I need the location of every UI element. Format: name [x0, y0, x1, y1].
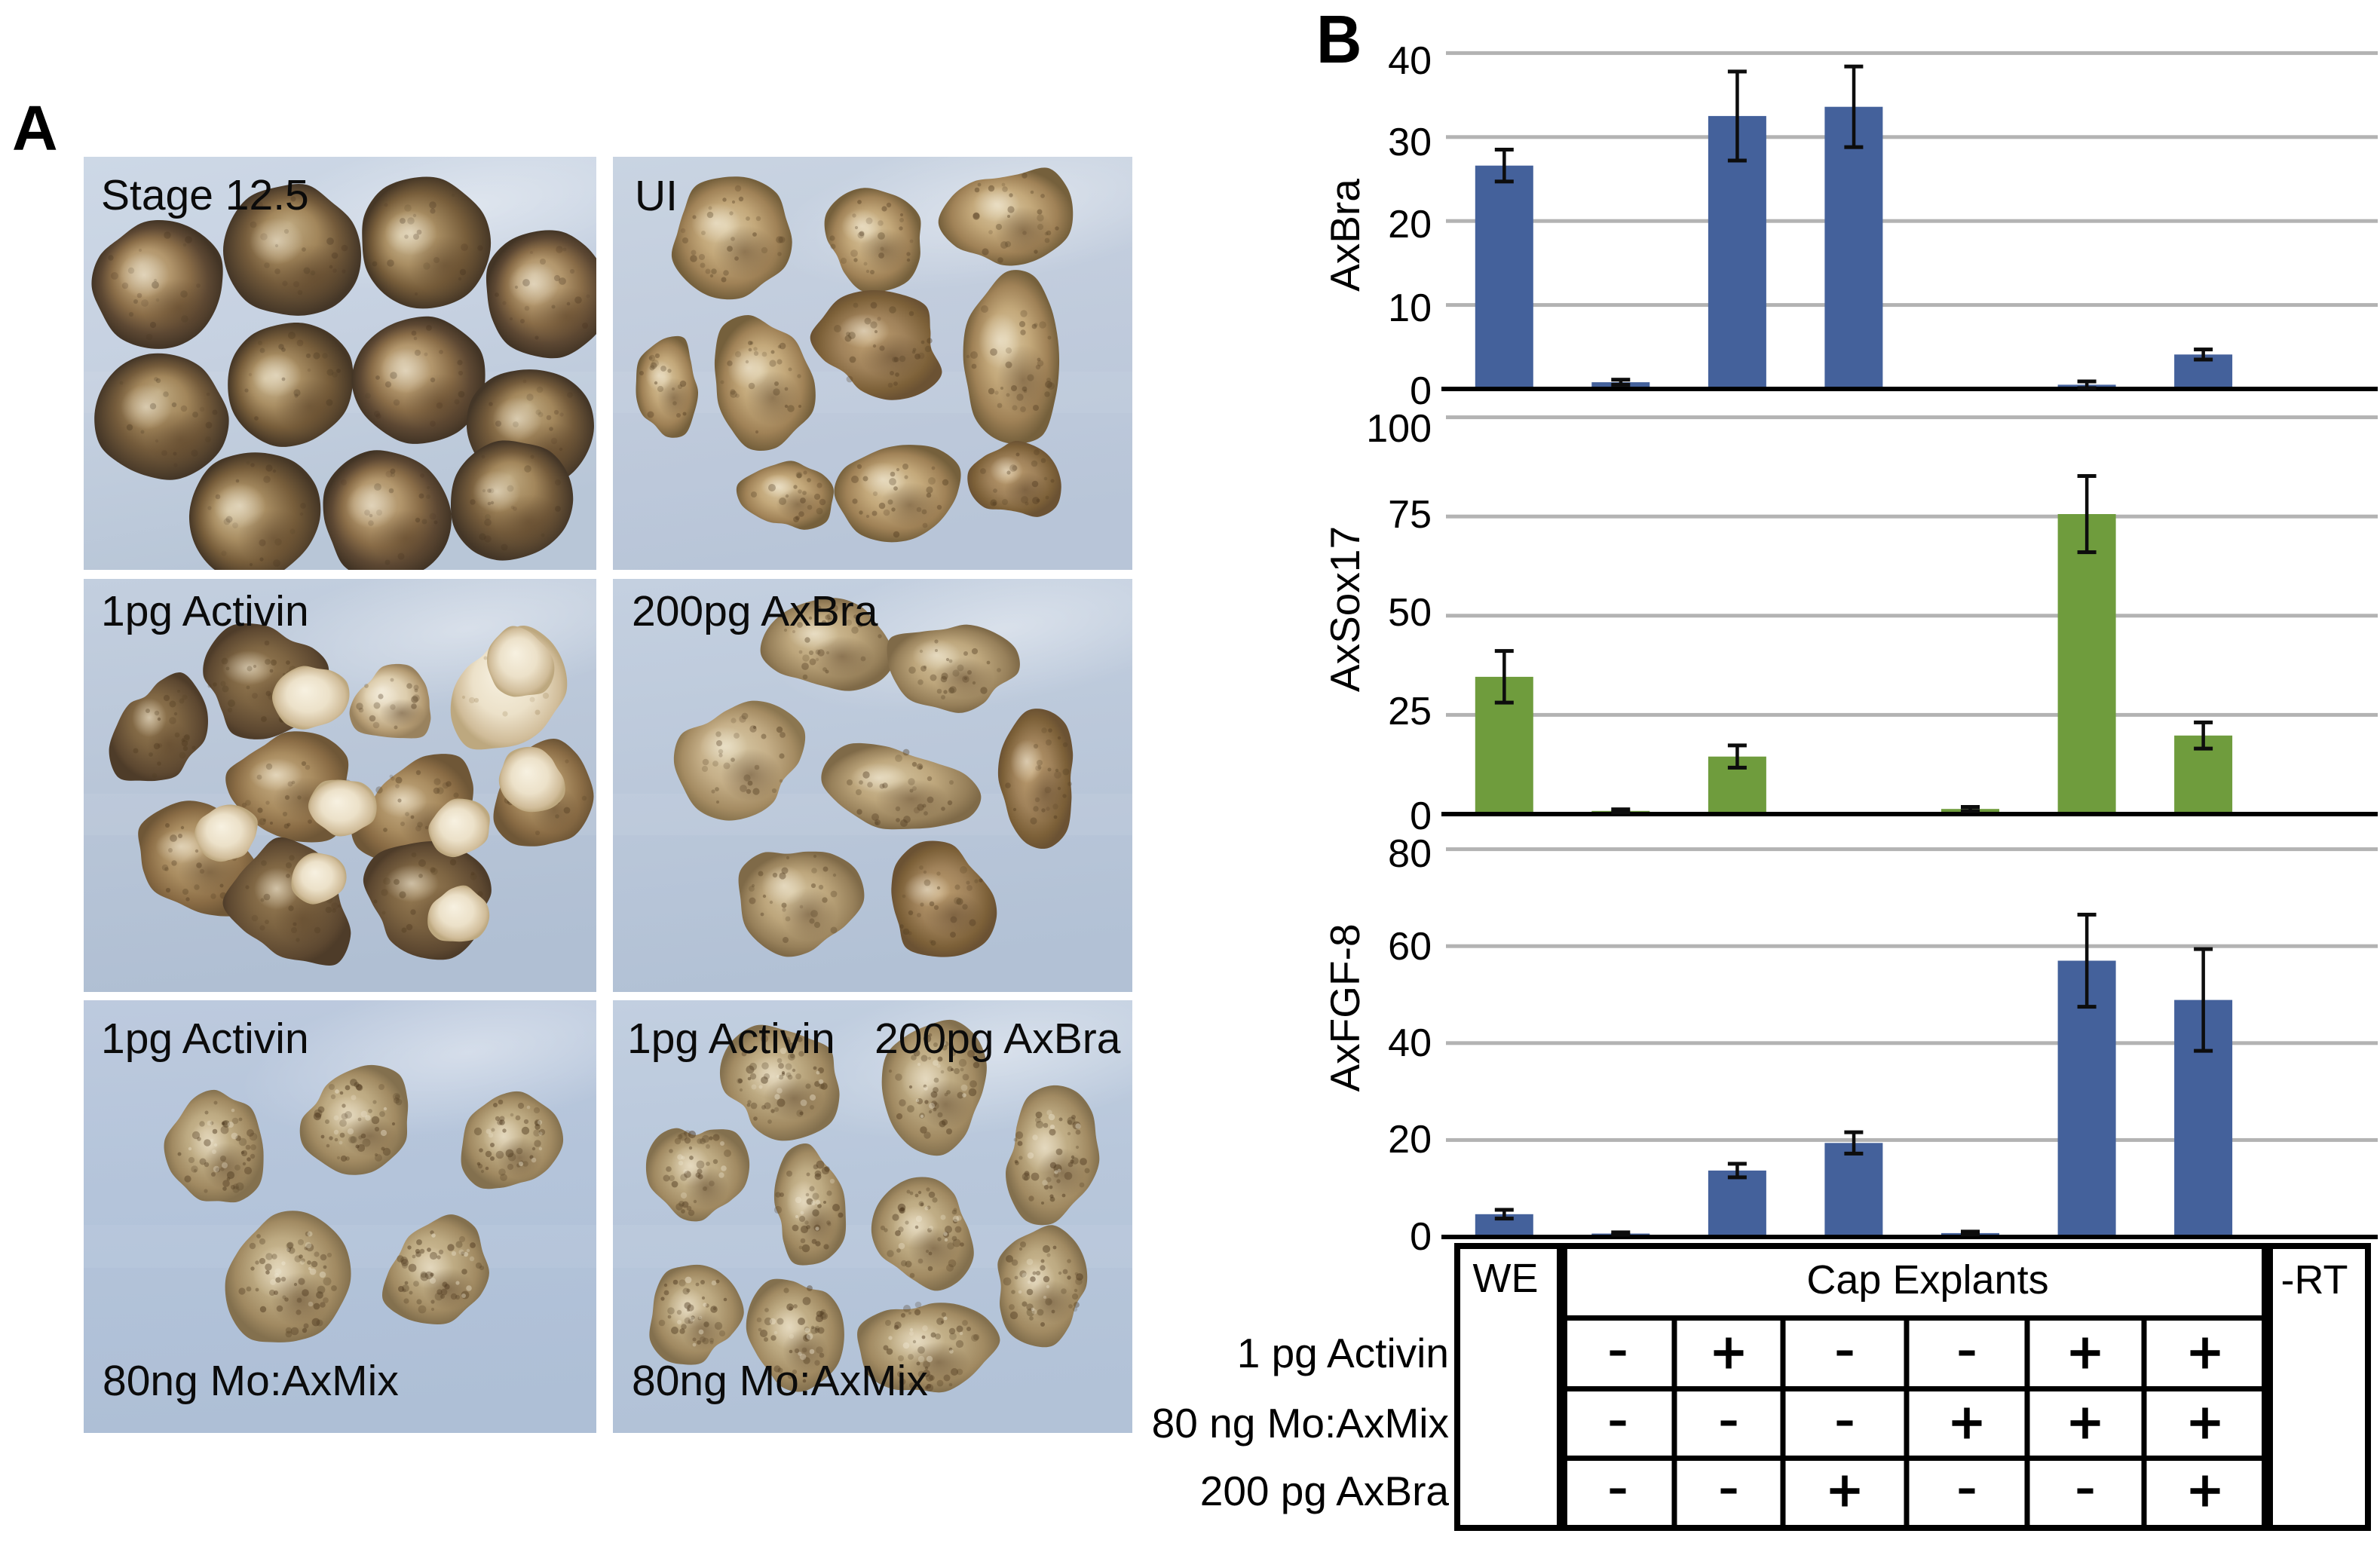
svg-text:80ng Mo:AxMix: 80ng Mo:AxMix	[632, 1357, 928, 1405]
svg-text:75: 75	[1388, 493, 1432, 537]
svg-text:Cap Explants: Cap Explants	[1806, 1257, 2048, 1303]
svg-text:A: A	[12, 93, 58, 164]
svg-text:60: 60	[1388, 925, 1432, 969]
svg-text:10: 10	[1388, 286, 1432, 330]
svg-text:0: 0	[1410, 1215, 1432, 1259]
svg-text:-RT: -RT	[2281, 1257, 2348, 1303]
svg-text:1 pg Activin: 1 pg Activin	[1237, 1330, 1449, 1376]
svg-text:50: 50	[1388, 591, 1432, 635]
svg-text:Stage 12.5: Stage 12.5	[101, 171, 309, 219]
svg-text:AxSox17: AxSox17	[1322, 526, 1368, 692]
svg-text:200 pg AxBra: 200 pg AxBra	[1200, 1468, 1450, 1514]
svg-text:40: 40	[1388, 39, 1432, 83]
svg-text:25: 25	[1388, 690, 1432, 733]
svg-text:20: 20	[1388, 1118, 1432, 1162]
svg-text:AxBra: AxBra	[1322, 179, 1368, 292]
svg-text:80: 80	[1388, 832, 1432, 876]
svg-text:200pg AxBra: 200pg AxBra	[875, 1015, 1121, 1063]
svg-text:80ng Mo:AxMix: 80ng Mo:AxMix	[103, 1357, 399, 1405]
svg-text:0: 0	[1410, 369, 1432, 413]
svg-text:AxFGF-8: AxFGF-8	[1322, 923, 1368, 1091]
svg-text:1pg Activin: 1pg Activin	[627, 1015, 835, 1063]
svg-text:UI: UI	[635, 172, 678, 220]
svg-text:40: 40	[1388, 1021, 1432, 1065]
svg-text:30: 30	[1388, 121, 1432, 164]
svg-text:20: 20	[1388, 203, 1432, 246]
svg-text:0: 0	[1410, 794, 1432, 838]
svg-text:1pg Activin: 1pg Activin	[101, 587, 309, 635]
svg-text:WE: WE	[1473, 1256, 1539, 1301]
svg-text:1pg Activin: 1pg Activin	[101, 1015, 309, 1063]
svg-text:B: B	[1316, 2, 1362, 77]
svg-text:100: 100	[1366, 407, 1432, 451]
svg-text:80 ng Mo:AxMix: 80 ng Mo:AxMix	[1152, 1400, 1449, 1447]
svg-text:200pg AxBra: 200pg AxBra	[632, 587, 878, 635]
